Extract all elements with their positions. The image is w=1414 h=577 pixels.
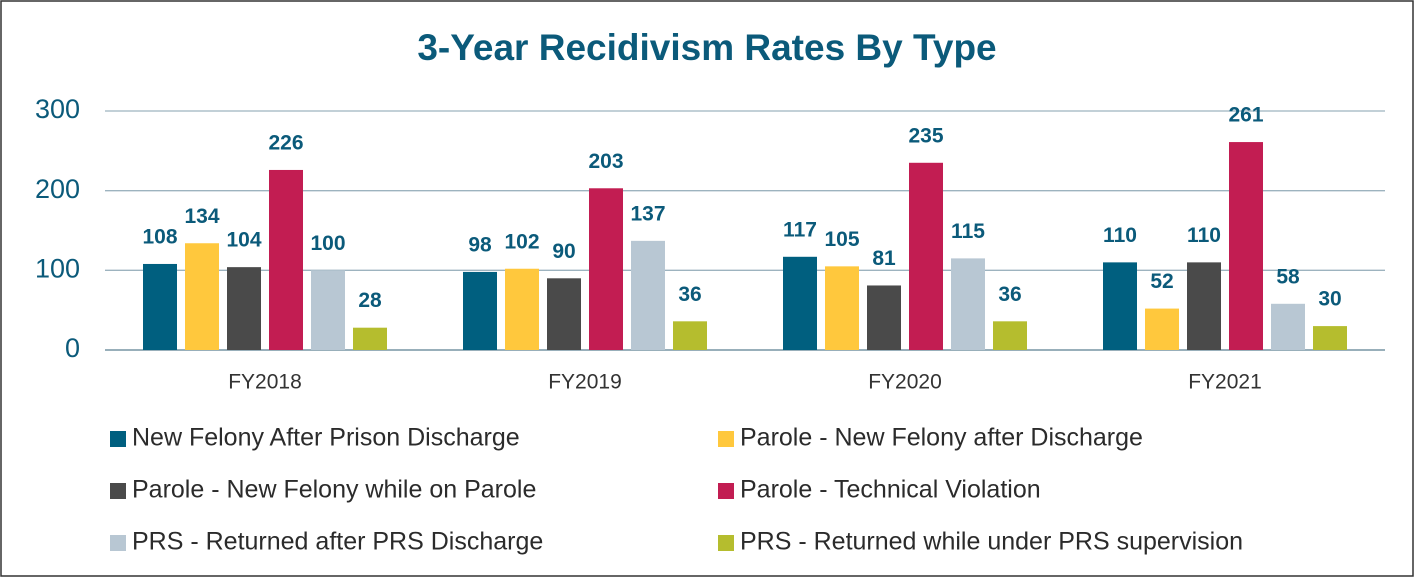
data-label: 90 <box>552 240 575 263</box>
x-tick-label: FY2021 <box>1188 371 1262 394</box>
legend-label: PRS - Returned while under PRS supervisi… <box>740 528 1243 556</box>
data-label: 137 <box>630 202 665 225</box>
legend-swatch <box>110 535 126 551</box>
bar <box>1271 303 1305 350</box>
x-tick-label: FY2019 <box>548 371 622 394</box>
bar <box>227 267 261 350</box>
bar <box>993 321 1027 350</box>
legend-swatch <box>718 431 734 447</box>
data-label: 104 <box>226 229 261 252</box>
data-label: 108 <box>142 226 177 249</box>
legend-swatch <box>718 483 734 499</box>
legend-label: Parole - New Felony after Discharge <box>740 424 1143 452</box>
chart-title: 3-Year Recidivism Rates By Type <box>417 27 996 68</box>
data-label: 30 <box>1318 288 1341 311</box>
data-label: 52 <box>1150 270 1173 293</box>
bar <box>505 268 539 350</box>
data-label: 98 <box>468 233 492 256</box>
bar <box>185 243 219 350</box>
legend-label: PRS - Returned after PRS Discharge <box>132 528 543 556</box>
bar <box>463 271 497 350</box>
bar <box>1145 308 1179 350</box>
data-label: 105 <box>824 228 859 251</box>
bar <box>909 162 943 350</box>
bar <box>631 240 665 350</box>
bar <box>269 169 303 350</box>
data-label: 117 <box>783 218 817 241</box>
legend-label: Parole - New Felony while on Parole <box>132 476 536 504</box>
data-label: 81 <box>872 247 896 270</box>
data-label: 100 <box>310 232 345 255</box>
y-tick-label: 0 <box>65 333 80 363</box>
bar <box>143 263 177 350</box>
legend-swatch <box>110 431 126 447</box>
data-label: 110 <box>1187 224 1221 247</box>
data-label: 28 <box>358 289 382 312</box>
bar <box>951 258 985 350</box>
bar <box>353 327 387 350</box>
data-label: 115 <box>951 220 985 243</box>
data-label: 134 <box>184 205 219 228</box>
y-tick-label: 100 <box>35 253 80 283</box>
legend-label: New Felony After Prison Discharge <box>132 424 520 452</box>
data-label: 235 <box>908 124 943 147</box>
legend-swatch <box>110 483 126 499</box>
bar <box>825 266 859 350</box>
y-tick-label: 200 <box>35 174 80 204</box>
bar <box>311 270 345 350</box>
data-label: 36 <box>678 283 701 306</box>
data-label: 203 <box>588 150 623 173</box>
data-label: 36 <box>998 283 1021 306</box>
y-tick-label: 300 <box>35 94 80 124</box>
data-label: 58 <box>1276 265 1300 288</box>
bar <box>783 256 817 350</box>
data-label: 226 <box>268 132 303 155</box>
bar <box>1103 262 1137 350</box>
x-tick-label: FY2018 <box>228 371 302 394</box>
data-label: 110 <box>1103 224 1137 247</box>
data-label: 102 <box>504 230 539 253</box>
x-tick-label: FY2020 <box>868 371 942 394</box>
bar <box>589 188 623 350</box>
legend-label: Parole - Technical Violation <box>740 476 1041 504</box>
bar <box>1187 262 1221 350</box>
bar <box>867 285 901 350</box>
bar <box>673 321 707 350</box>
legend-swatch <box>718 535 734 551</box>
data-label: 261 <box>1228 104 1263 127</box>
bar <box>547 278 581 350</box>
bar <box>1229 142 1263 350</box>
bar <box>1313 326 1347 350</box>
